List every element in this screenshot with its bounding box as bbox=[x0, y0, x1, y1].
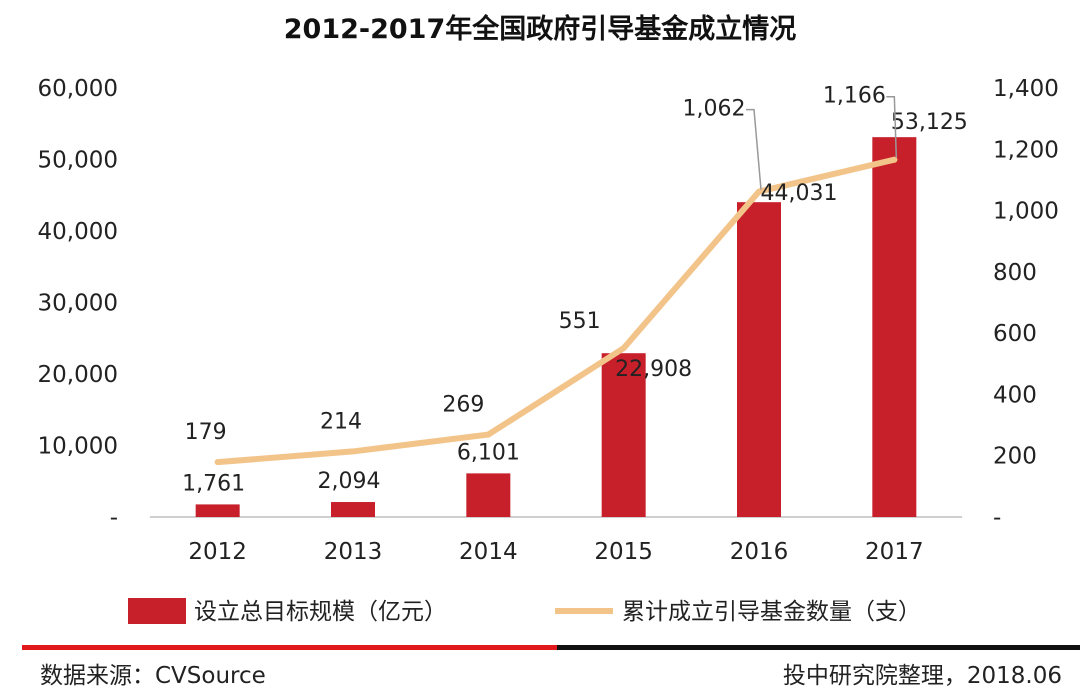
bar bbox=[331, 502, 375, 517]
x-tick-label: 2015 bbox=[594, 539, 653, 565]
x-tick-label: 2016 bbox=[730, 539, 789, 565]
bar-series bbox=[195, 137, 917, 517]
right-tick-label: - bbox=[993, 505, 1001, 531]
left-tick-label: 40,000 bbox=[38, 219, 118, 245]
x-tick-label: 2014 bbox=[459, 539, 518, 565]
line-point bbox=[485, 431, 492, 438]
credit-note: 投中研究院整理，2018.06 bbox=[782, 663, 1062, 689]
right-tick-label: 400 bbox=[993, 382, 1037, 408]
line-series bbox=[214, 156, 898, 466]
right-axis: - 200 400 600 800 1,000 1,200 1,400 bbox=[993, 76, 1059, 531]
legend-line-label: 累计成立引导基金数量（支） bbox=[622, 599, 921, 625]
bar-value-label: 6,101 bbox=[457, 440, 520, 465]
line-point bbox=[756, 188, 762, 195]
left-axis: - 10,000 20,000 30,000 40,000 50,000 60,000 bbox=[38, 76, 118, 531]
x-tick-label: 2013 bbox=[324, 539, 383, 565]
footer-rule-red bbox=[22, 645, 557, 650]
source-note: 数据来源：CVSource bbox=[40, 663, 266, 689]
chart-title: 2012-2017年全国政府引导基金成立情况 bbox=[284, 13, 797, 45]
left-tick-label: 10,000 bbox=[38, 434, 118, 460]
bar bbox=[601, 353, 646, 517]
legend-bar-label: 设立总目标规模（亿元） bbox=[194, 599, 447, 625]
bar bbox=[466, 473, 511, 517]
left-tick-label: 50,000 bbox=[38, 148, 118, 174]
line-value-label: 269 bbox=[442, 393, 484, 418]
line-labels: 179 214 269 551 1,062 1,166 bbox=[185, 84, 898, 445]
line-value-label: 1,166 bbox=[823, 84, 886, 109]
line-point bbox=[214, 459, 221, 466]
right-tick-label: 200 bbox=[993, 444, 1037, 470]
leader-line bbox=[886, 95, 898, 158]
line-point bbox=[350, 448, 356, 455]
bar-labels: 1,761 2,094 6,101 22,908 44,031 53,125 bbox=[182, 110, 968, 496]
bar bbox=[872, 137, 917, 517]
left-tick-label: 20,000 bbox=[38, 362, 118, 388]
bar-value-label: 1,761 bbox=[182, 471, 245, 496]
line-value-label: 551 bbox=[559, 309, 601, 334]
bar-value-label: 53,125 bbox=[891, 110, 968, 135]
line-point bbox=[891, 156, 898, 163]
left-tick-label: 30,000 bbox=[38, 291, 118, 317]
right-tick-label: 1,200 bbox=[993, 137, 1059, 163]
legend-bar-swatch bbox=[128, 598, 186, 624]
x-tick-label: 2012 bbox=[188, 539, 247, 565]
line-value-label: 179 bbox=[185, 420, 227, 445]
left-tick-label: - bbox=[110, 505, 118, 531]
series-line bbox=[214, 156, 898, 466]
leader-line bbox=[746, 108, 762, 190]
right-tick-label: 800 bbox=[993, 260, 1037, 286]
line-point bbox=[620, 345, 627, 352]
x-tick-label: 2017 bbox=[865, 539, 924, 565]
right-tick-label: 1,400 bbox=[993, 76, 1059, 102]
bar-value-label: 22,908 bbox=[615, 357, 692, 382]
x-axis: 2012 2013 2014 2015 2016 2017 bbox=[188, 539, 923, 565]
left-tick-label: 60,000 bbox=[38, 76, 118, 102]
bar-value-label: 44,031 bbox=[761, 181, 838, 206]
line-value-label: 214 bbox=[320, 409, 362, 434]
line-value-label: 1,062 bbox=[683, 97, 746, 122]
legend: 设立总目标规模（亿元） 累计成立引导基金数量（支） bbox=[128, 598, 921, 625]
right-tick-label: 1,000 bbox=[993, 199, 1059, 225]
bar-value-label: 2,094 bbox=[318, 469, 381, 494]
bar bbox=[737, 202, 781, 517]
footer-rule-black bbox=[557, 645, 1080, 650]
right-tick-label: 600 bbox=[993, 321, 1037, 347]
bar bbox=[195, 504, 240, 517]
